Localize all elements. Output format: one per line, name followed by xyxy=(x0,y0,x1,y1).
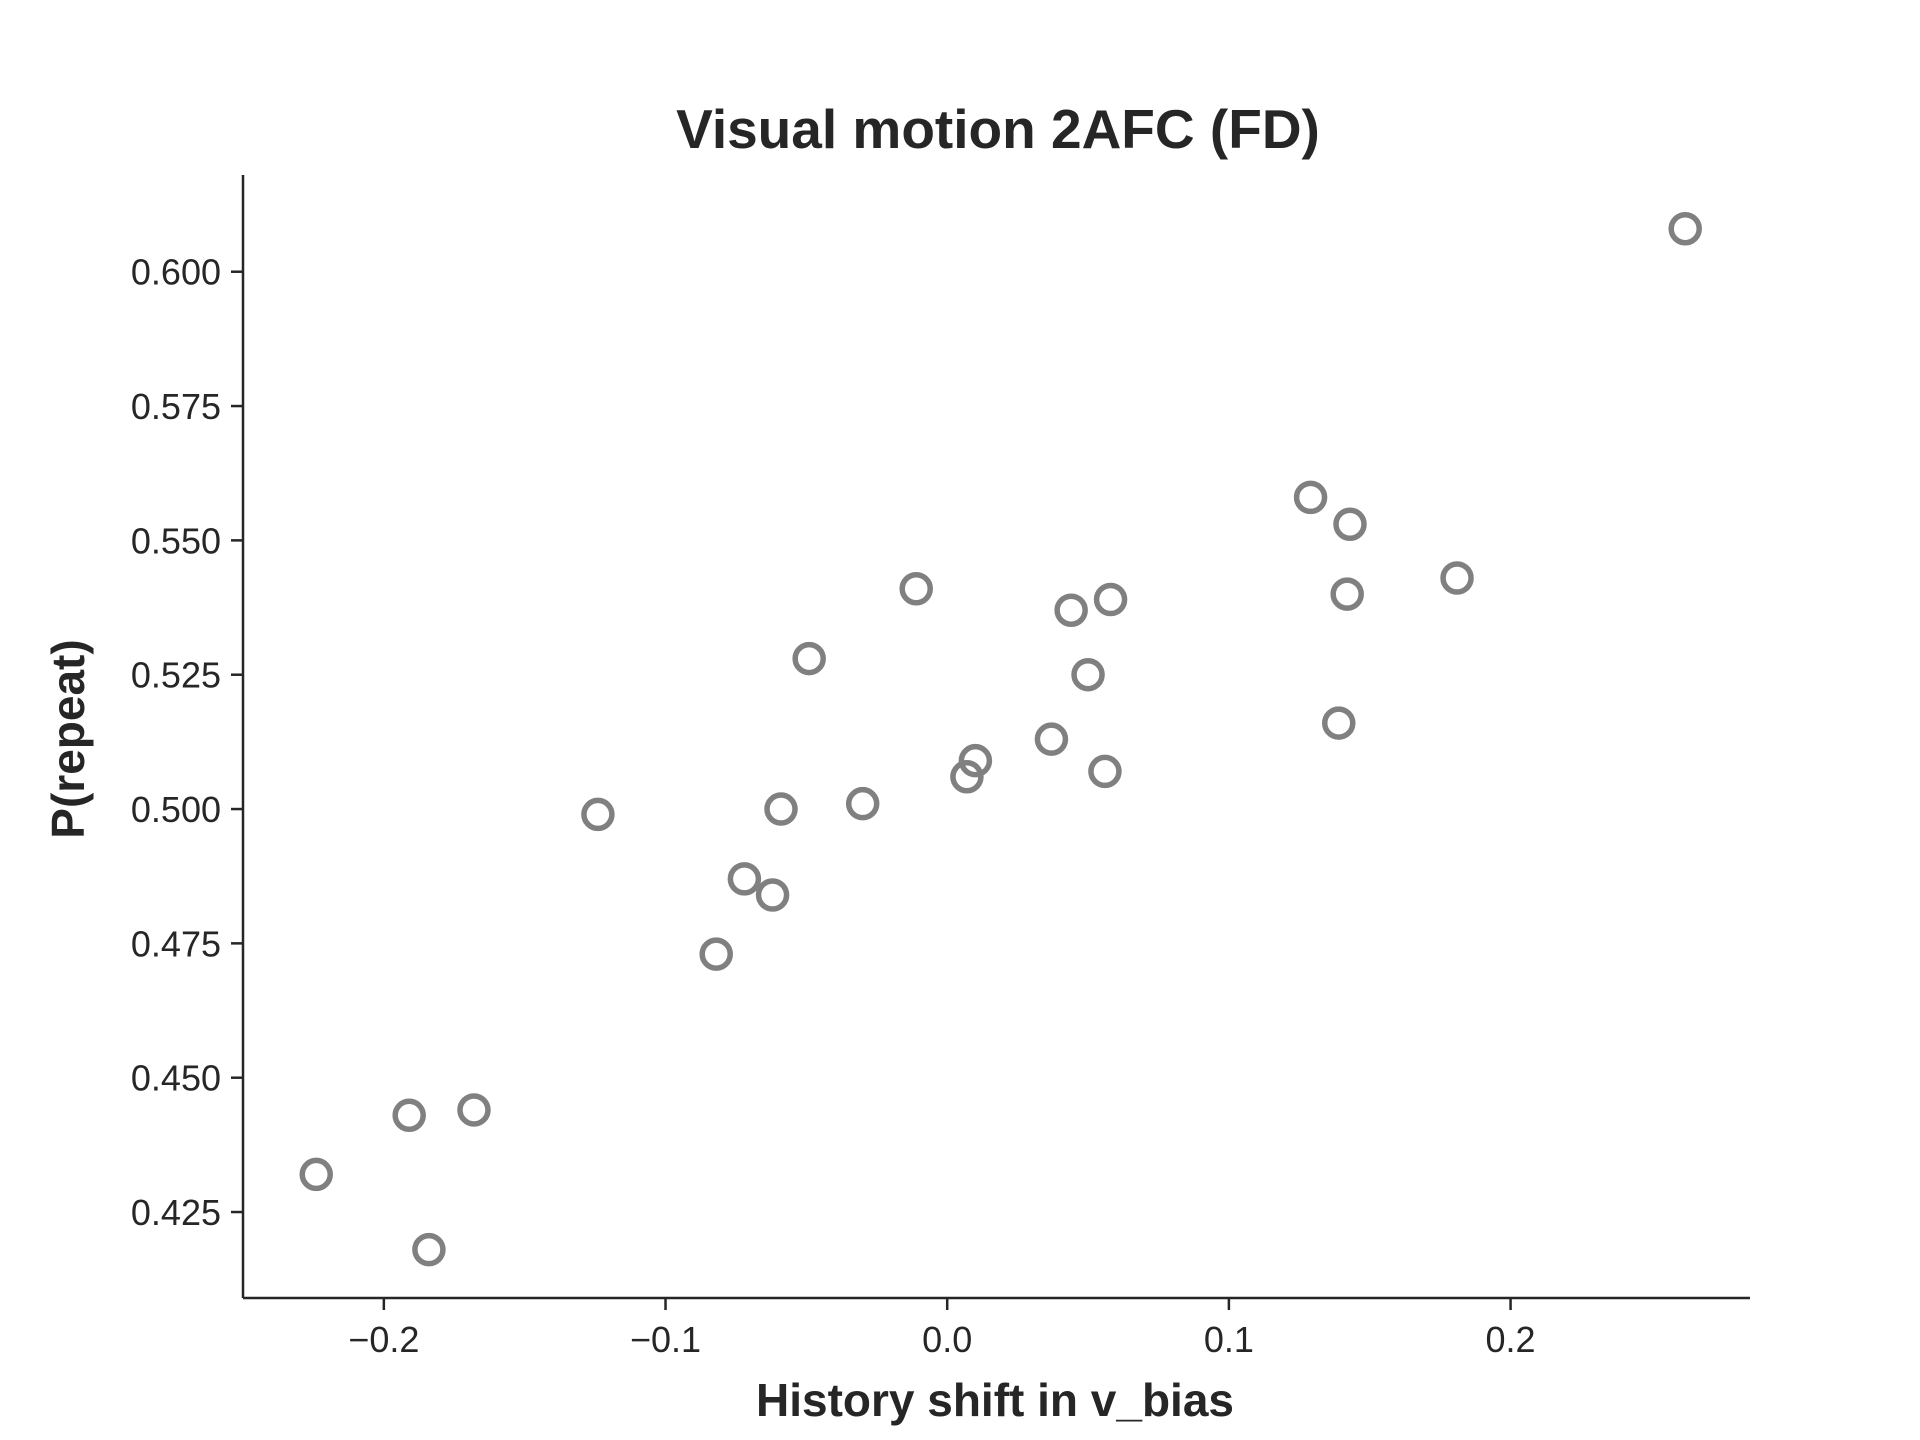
data-point xyxy=(764,792,798,826)
data-point xyxy=(457,1093,491,1127)
data-point xyxy=(1668,211,1702,246)
chart-title: Visual motion 2AFC (FD) xyxy=(676,98,1320,160)
y-tick-label: 0.550 xyxy=(131,520,221,561)
y-tick-label: 0.500 xyxy=(131,789,221,830)
x-tick-label: −0.1 xyxy=(630,1319,701,1360)
data-point xyxy=(1034,722,1069,756)
data-point xyxy=(755,878,790,912)
data-point xyxy=(899,571,933,606)
x-tick-label: 0.0 xyxy=(922,1319,972,1360)
data-point xyxy=(581,797,615,832)
x-axis-label: History shift in v_bias xyxy=(756,1374,1234,1426)
y-tick-label: 0.525 xyxy=(131,655,221,696)
data-point xyxy=(1071,657,1105,692)
data-point xyxy=(845,786,880,821)
y-tick-label: 0.450 xyxy=(131,1058,221,1099)
y-tick-label: 0.475 xyxy=(131,923,221,964)
y-tick-label: 0.600 xyxy=(131,252,221,293)
x-tick-label: −0.2 xyxy=(348,1319,419,1360)
data-point xyxy=(1293,480,1328,515)
data-point xyxy=(299,1157,333,1192)
data-point xyxy=(958,743,993,778)
y-tick-label: 0.575 xyxy=(131,386,221,427)
data-point xyxy=(1054,593,1088,627)
data-point xyxy=(699,937,733,971)
data-point xyxy=(1330,577,1364,611)
x-tick-label: 0.2 xyxy=(1486,1319,1536,1360)
x-tick-label: 0.1 xyxy=(1204,1319,1254,1360)
y-tick-label: 0.425 xyxy=(131,1192,221,1233)
data-point xyxy=(727,862,762,896)
data-point xyxy=(1088,754,1122,789)
data-point xyxy=(392,1098,426,1133)
axis-spines xyxy=(241,175,1750,1300)
data-point xyxy=(412,1232,446,1267)
y-axis-ticks: 0.425 0.450 0.475 0.500 0.525 0.550 0.575 0.600 xyxy=(131,252,243,1233)
data-points xyxy=(299,211,1702,1267)
data-point xyxy=(950,760,984,794)
x-axis-ticks: −0.2 −0.1 0.0 0.1 0.2 xyxy=(348,1298,1536,1360)
y-axis-label: P(repeat) xyxy=(42,639,94,838)
data-point xyxy=(1440,561,1474,595)
data-point xyxy=(792,641,826,676)
data-point xyxy=(1093,582,1128,617)
data-point xyxy=(1333,507,1367,542)
data-point xyxy=(1321,706,1356,740)
